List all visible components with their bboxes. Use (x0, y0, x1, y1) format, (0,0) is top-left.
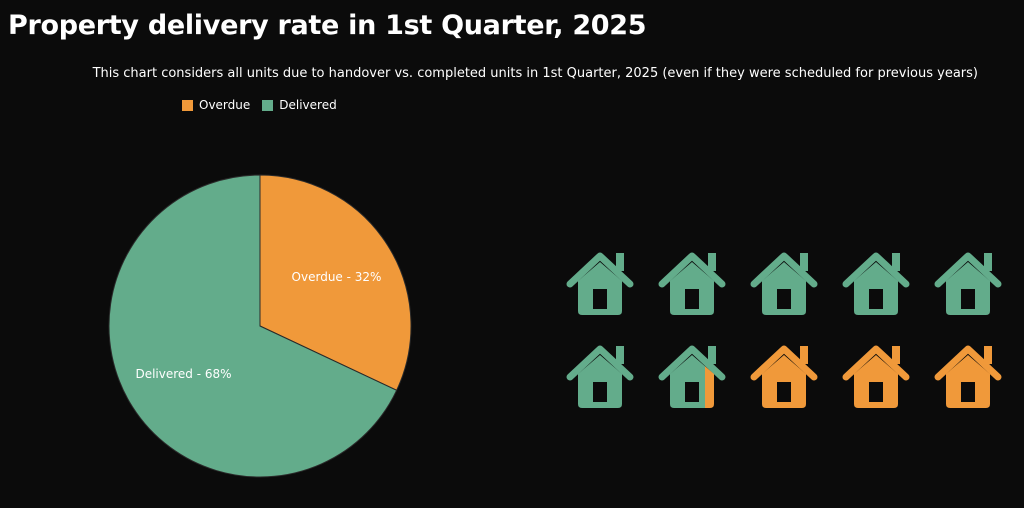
pie-label-overdue: Overdue - 32% (292, 270, 382, 284)
pie-slice-overdue[interactable] (259, 174, 412, 391)
house-icon (658, 252, 726, 315)
chart-subtitle: This chart considers all units due to ha… (92, 66, 978, 81)
legend-swatch-overdue (182, 99, 193, 111)
pie-label-delivered: Delivered - 68% (135, 367, 231, 381)
house-icon (566, 252, 634, 315)
house-icon (934, 345, 1002, 408)
legend-label-overdue: Overdue (199, 98, 251, 112)
legend: Overdue Delivered (182, 98, 337, 112)
chart-title: Property delivery rate in 1st Quarter, 2… (8, 10, 647, 41)
legend-item-delivered[interactable]: Delivered (262, 98, 337, 112)
house-icon (750, 252, 818, 315)
house-icon (842, 252, 910, 315)
pie-slice-delivered[interactable] (108, 174, 398, 478)
house-icon (842, 345, 910, 408)
house-icon (566, 345, 634, 408)
house-icon (750, 345, 818, 408)
house-icon (934, 252, 1002, 315)
legend-label-delivered: Delivered (279, 98, 337, 112)
house-icon (658, 345, 726, 408)
legend-swatch-delivered (262, 99, 274, 111)
legend-item-overdue[interactable]: Overdue (182, 98, 250, 112)
